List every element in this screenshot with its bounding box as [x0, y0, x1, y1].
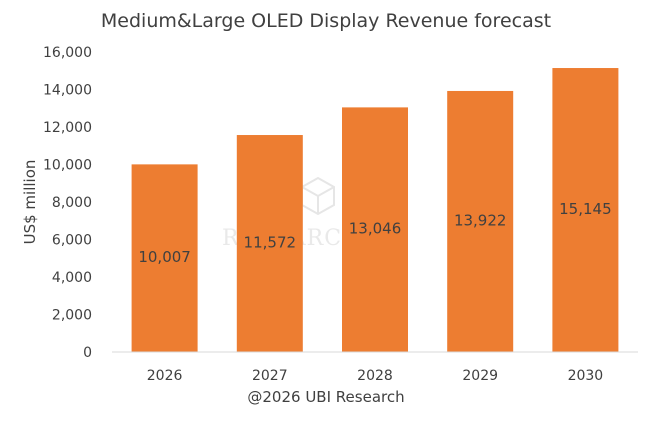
- y-tick-label: 6,000: [52, 233, 92, 249]
- bar-2026: [131, 164, 198, 352]
- x-axis-ticks: 2026 2027 2028 2029 2030: [147, 368, 603, 384]
- y-tick-label: 8,000: [52, 195, 92, 211]
- chart-title: Medium&Large OLED Display Revenue foreca…: [100, 10, 552, 32]
- bars: [131, 68, 619, 353]
- source-caption: @2026 UBI Research: [247, 388, 405, 406]
- x-tick-label: 2028: [357, 368, 393, 384]
- watermark-logo: [301, 176, 335, 216]
- y-tick-label: 0: [83, 345, 92, 361]
- bar-value-label: 10,007: [138, 248, 191, 266]
- bar-value-label: 15,145: [559, 200, 612, 218]
- y-tick-label: 4,000: [52, 270, 92, 286]
- bar-value-labels: 10,007 11,572 13,046 13,922 15,145: [138, 200, 611, 266]
- y-tick-label: 12,000: [43, 120, 92, 136]
- x-tick-label: 2030: [568, 368, 604, 384]
- bar-2030: [552, 68, 619, 352]
- bar-2028: [342, 107, 408, 352]
- x-tick-label: 2026: [147, 368, 183, 384]
- y-tick-label: 2,000: [52, 308, 92, 324]
- x-tick-label: 2027: [252, 368, 288, 384]
- y-axis-ticks: 0 2,000 4,000 6,000 8,000 10,000 12,000 14,000 1…: [43, 45, 92, 361]
- y-tick-label: 16,000: [43, 45, 92, 61]
- x-tick-label: 2029: [462, 368, 498, 384]
- y-tick-label: 10,000: [43, 158, 92, 174]
- bar-value-label: 11,572: [244, 234, 297, 252]
- bar-value-label: 13,922: [454, 211, 507, 229]
- y-tick-label: 14,000: [43, 83, 92, 99]
- bar-value-label: 13,046: [349, 220, 402, 238]
- bar-2029: [447, 90, 514, 353]
- bar-2027: [236, 135, 303, 352]
